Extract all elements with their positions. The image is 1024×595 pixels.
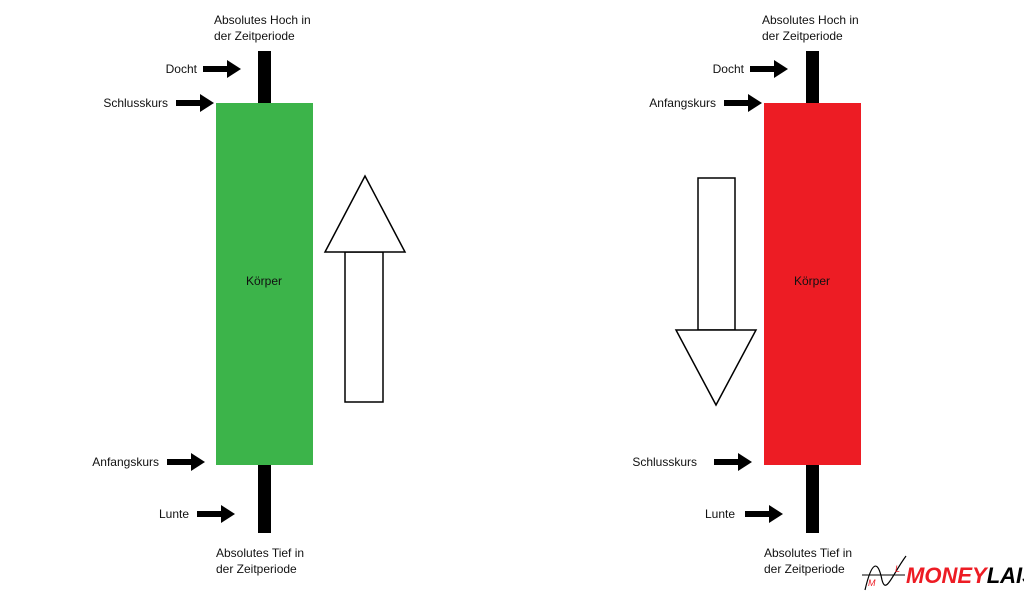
bearish-body [764,103,861,465]
svg-text:L: L [895,564,900,574]
svg-text:MONEYLAIST: MONEYLAIST [906,563,1024,588]
pointer-arrow-icon [714,453,752,471]
wick-bottom-label: Lunte [159,507,189,521]
lower-wick [806,463,819,533]
low-label: Absolutes Tief in [764,546,852,560]
low-label-2: der Zeitperiode [764,562,845,576]
pointer-arrow-icon [750,60,788,78]
high-label: Absolutes Hoch in [762,13,859,27]
lower-wick [258,463,271,533]
wick-top-label: Docht [713,62,745,76]
low-label-2: der Zeitperiode [216,562,297,576]
pointer-arrow-icon [724,94,762,112]
wick-top-label: Docht [166,62,198,76]
down-arrow-icon [674,177,758,407]
moneylaist-logo: M L MONEYLAIST [862,555,1024,591]
bullish-candle: Körper Absolutes Hoch in der Zeitperiode… [92,13,407,576]
body-bottom-label: Anfangskurs [92,455,159,469]
body-label: Körper [246,274,282,288]
low-label: Absolutes Tief in [216,546,304,560]
up-arrow-icon [323,174,407,403]
bullish-body [216,103,313,465]
wick-bottom-label: Lunte [705,507,735,521]
body-top-label: Schlusskurs [103,96,168,110]
svg-text:M: M [868,578,876,588]
pointer-arrow-icon [203,60,241,78]
bearish-candle: Körper Absolutes Hoch in der Zeitperiode… [632,13,861,576]
pointer-arrow-icon [167,453,205,471]
upper-wick [806,51,819,105]
pointer-arrow-icon [197,505,235,523]
high-label-2: der Zeitperiode [762,29,843,43]
body-label: Körper [794,274,830,288]
pointer-arrow-icon [176,94,214,112]
high-label-2: der Zeitperiode [214,29,295,43]
upper-wick [258,51,271,105]
body-top-label: Anfangskurs [649,96,716,110]
body-bottom-label: Schlusskurs [632,455,697,469]
high-label: Absolutes Hoch in [214,13,311,27]
pointer-arrow-icon [745,505,783,523]
